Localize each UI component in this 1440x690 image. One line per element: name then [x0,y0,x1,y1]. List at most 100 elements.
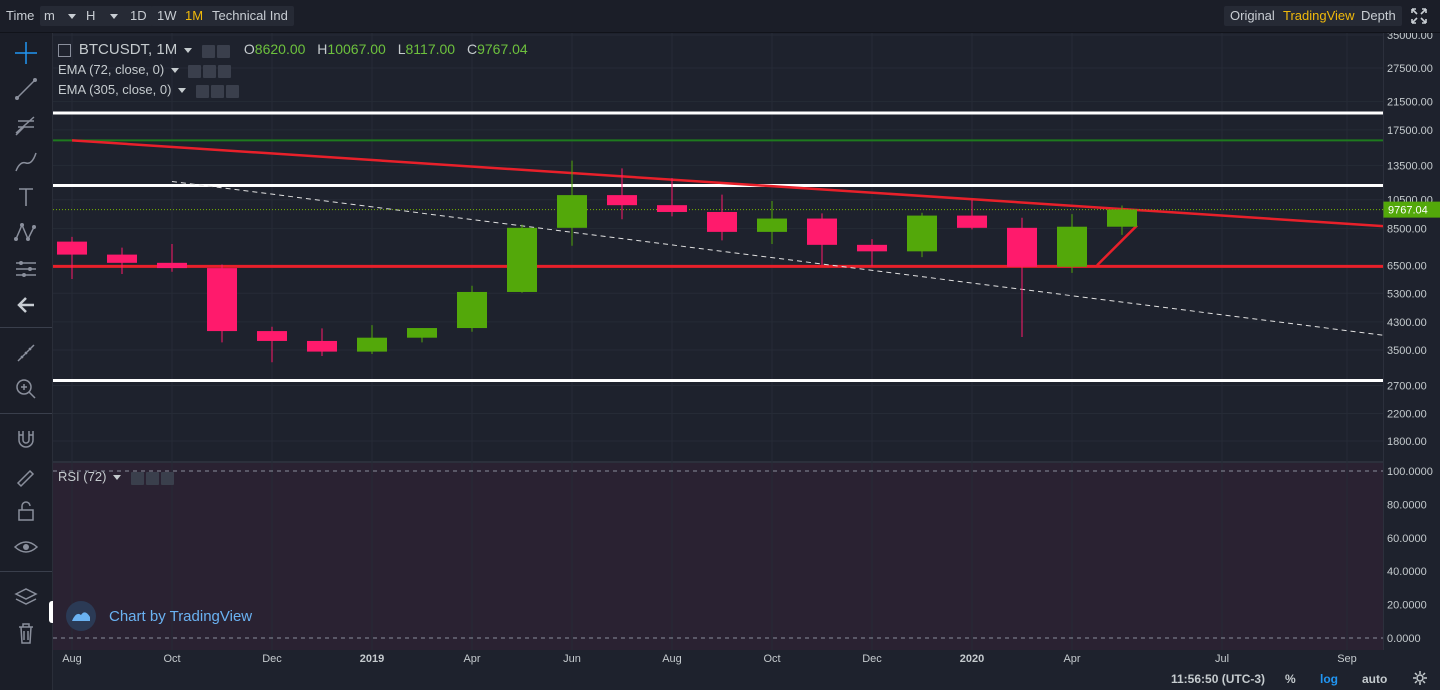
rsi-tick-label: 0.0000 [1387,633,1421,645]
price-tick-label: 3500.00 [1387,345,1427,357]
price-chart[interactable] [53,33,1383,650]
bottom-bar: 11:56:50 (UTC-3) % log auto [1100,668,1440,690]
candle [807,213,837,266]
log-toggle[interactable]: log [1320,672,1338,686]
candle-body [1007,227,1037,267]
auto-toggle[interactable]: auto [1362,672,1388,686]
ema2-label[interactable]: EMA (305, close, 0) [58,82,172,97]
symbol-settings-icons[interactable] [202,42,232,59]
text-tool-icon[interactable] [12,183,40,211]
rsi-caret-icon[interactable] [113,475,122,481]
interval-1w-button[interactable]: 1W [151,6,183,26]
technical-ind-button[interactable]: Technical Ind [206,6,294,26]
brush-icon[interactable] [12,147,40,175]
candle-body [857,244,887,252]
trash-icon[interactable] [12,619,40,647]
last-price-badge [1383,201,1440,218]
time-tick-label: Oct [163,653,180,665]
hour-caret-icon [110,14,118,19]
time-tick-label: Oct [763,653,780,665]
depth-view-button[interactable]: Depth [1355,6,1402,26]
layers-icon[interactable] [12,583,40,611]
candle-body [157,262,187,269]
draw-lock-icon[interactable] [12,461,40,489]
time-tick-label: Apr [463,653,480,665]
time-tick-label: Jun [563,653,581,665]
candle [57,236,87,280]
rsi-label[interactable]: RSI (72) [58,469,107,484]
rsi-tick-label: 40.0000 [1387,566,1427,578]
candle [407,328,437,343]
crosshair-icon[interactable] [12,39,40,67]
candle-body [807,218,837,245]
candle [1107,205,1137,235]
candle-body [57,241,87,255]
ema1-label[interactable]: EMA (72, close, 0) [58,62,165,77]
interval-1m-button[interactable]: 1M [179,6,210,26]
candle [507,224,537,293]
price-tick-label: 13500.00 [1387,160,1433,172]
lock-icon[interactable] [12,497,40,525]
close-label: C [466,41,478,57]
candle-body [257,331,287,341]
candle [557,160,587,246]
candle [607,168,637,220]
last-price-label: 9767.04 [1388,205,1428,217]
watermark-text: Chart by TradingView [109,608,253,625]
original-view-button[interactable]: Original [1224,6,1281,26]
price-tick-label: 6500.00 [1387,260,1427,272]
open-label: O [243,41,255,57]
time-tick-label: Apr [1063,653,1080,665]
magnet-icon[interactable] [12,425,40,453]
candle-body [1107,209,1137,227]
ema2-caret-icon[interactable] [178,88,187,94]
time-tick-label: Sep [1337,653,1357,665]
hour-select[interactable]: H [82,6,128,26]
rsi-settings-icons[interactable] [130,470,176,486]
price-axis[interactable]: 35000.00 27500.00 21500.00 17500.00 13500.00… [1383,33,1440,650]
pattern-icon[interactable] [12,219,40,247]
rsi-pane-bg [53,463,1383,650]
fib-tool-icon[interactable] [12,111,40,139]
prediction-icon[interactable] [12,255,40,283]
collapse-legend-icon[interactable] [58,43,71,57]
zoom-icon[interactable] [12,375,40,403]
rsi-tick-label: 80.0000 [1387,499,1427,511]
trendline-red [71,139,1383,228]
trendline-icon[interactable] [12,75,40,103]
back-arrow-icon[interactable] [12,291,40,319]
candle [757,201,787,244]
symbol-legend: BTCUSDT, 1M O8620.00 H10067.00 L8117.00 … [58,41,528,59]
interval-1d-button[interactable]: 1D [124,6,153,26]
symbol-name[interactable]: BTCUSDT, 1M [78,41,178,58]
ema2-settings-icons[interactable] [195,83,241,99]
percent-toggle[interactable]: % [1285,672,1296,686]
time-label: Time [6,8,35,23]
symbol-caret-icon[interactable] [184,47,193,53]
candle-body [107,254,137,263]
high-label: H [317,41,328,57]
candle-body [607,195,637,206]
settings-gear-icon[interactable] [1412,670,1428,689]
minute-select[interactable]: m [40,6,86,26]
fullscreen-icon[interactable] [1408,6,1430,26]
low-label: L [397,41,406,57]
rsi-tick-label: 100.0000 [1387,466,1433,478]
candle-body [707,211,737,232]
candle-body [307,340,337,352]
ema1-settings-icons[interactable] [188,63,233,79]
eye-icon[interactable] [12,533,40,561]
time-tick-label: Dec [262,653,282,665]
time-axis[interactable]: Aug Oct Dec 2019 Apr Jun Aug Oct Dec 2020 Apr Jul Se… [53,650,1383,668]
top-toolbar: Time m H 1D 1W 1M Technical Ind Original… [0,0,1440,33]
ema1-legend: EMA (72, close, 0) [58,62,233,79]
ema1-caret-icon[interactable] [170,68,179,74]
tradingview-view-button[interactable]: TradingView [1277,6,1361,26]
ruler-icon[interactable] [12,339,40,367]
candle-body [557,195,587,228]
price-tick-label: 17500.00 [1387,125,1433,137]
tradingview-logo-icon [66,601,96,631]
price-tick-label: 2200.00 [1387,409,1427,421]
candle [857,239,887,267]
candle [107,247,137,275]
